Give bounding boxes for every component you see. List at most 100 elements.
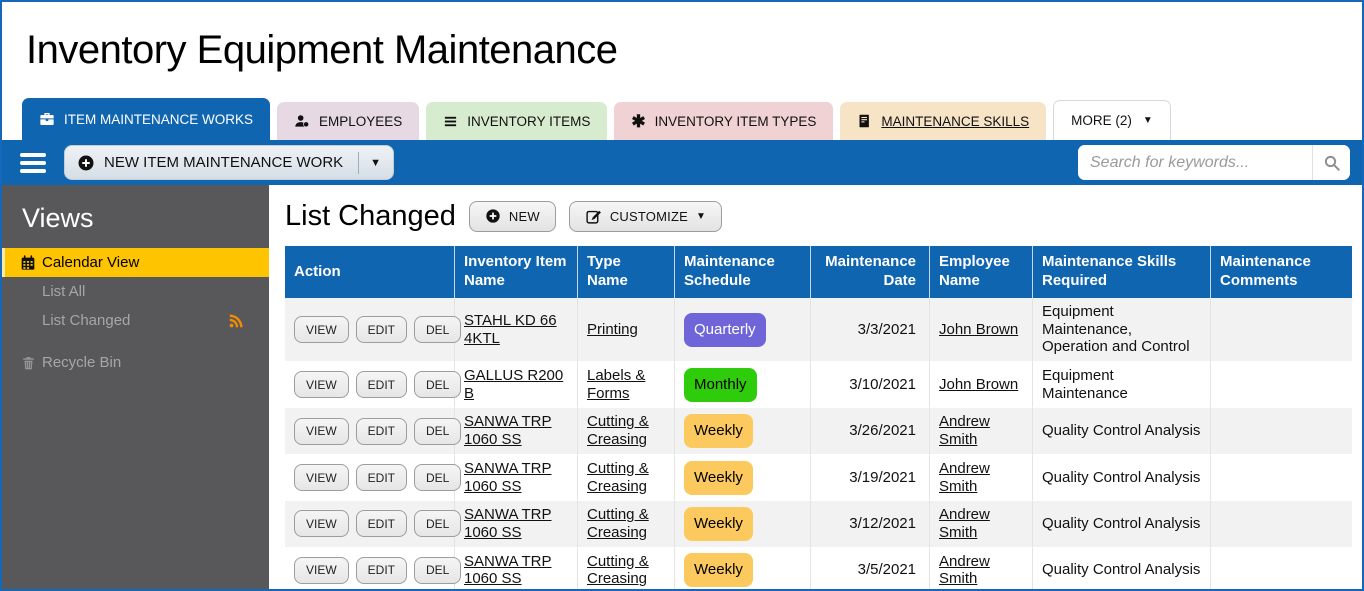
maintenance-date-cell: 3/12/2021	[811, 501, 930, 548]
column-header-maintenance-skills-required[interactable]: Maintenance Skills Required	[1033, 246, 1211, 298]
new-work-label: NEW ITEM MAINTENANCE WORK	[104, 154, 344, 171]
del-button[interactable]: DEL	[414, 371, 462, 399]
column-header-maintenance-date[interactable]: Maintenance Date	[811, 246, 930, 298]
table-row: VIEW EDIT DEL GALLUS R200 B Labels & For…	[285, 362, 1352, 409]
maintenance-date-cell: 3/10/2021	[811, 362, 930, 409]
edit-button[interactable]: EDIT	[355, 556, 408, 584]
inventory-item-link[interactable]: SANWA TRP 1060 SS	[464, 506, 552, 541]
inventory-item-link[interactable]: GALLUS R200 B	[464, 367, 564, 402]
employee-link[interactable]: Andrew Smith	[939, 552, 990, 588]
tab-employees[interactable]: EMPLOYEES	[277, 102, 420, 140]
schedule-badge: Weekly	[684, 553, 753, 588]
type-name-link[interactable]: Labels & Forms	[587, 367, 646, 402]
new-button[interactable]: NEW	[468, 200, 556, 232]
tab-label: INVENTORY ITEM TYPES	[654, 113, 817, 129]
tab-more[interactable]: MORE (2) ▼	[1053, 100, 1171, 140]
tab-maintenance-skills[interactable]: MAINTENANCE SKILLS	[840, 102, 1047, 140]
edit-button[interactable]: EDIT	[355, 510, 408, 538]
inventory-item-link[interactable]: STAHL KD 66 4KTL	[464, 311, 557, 347]
page-header: Inventory Equipment Maintenance	[2, 2, 1362, 98]
tab-item-maintenance-works[interactable]: ITEM MAINTENANCE WORKS	[22, 98, 271, 140]
button-divider	[358, 151, 360, 174]
employee-link[interactable]: John Brown	[939, 375, 1019, 393]
skills-cell: Quality Control Analysis	[1033, 501, 1211, 548]
employees-icon	[294, 113, 310, 129]
employee-link[interactable]: John Brown	[939, 320, 1019, 338]
list-icon	[443, 114, 458, 129]
rss-icon[interactable]	[228, 312, 245, 329]
tab-label: ITEM MAINTENANCE WORKS	[64, 111, 254, 127]
tab-label: INVENTORY ITEMS	[467, 113, 591, 129]
view-button[interactable]: VIEW	[294, 371, 349, 399]
del-button[interactable]: DEL	[414, 556, 462, 584]
table-row: VIEW EDIT DEL SANWA TRP 1060 SS Cutting …	[285, 501, 1352, 548]
edit-button[interactable]: EDIT	[355, 316, 408, 344]
action-cell: VIEW EDIT DEL	[285, 408, 462, 455]
column-header-maintenance-schedule[interactable]: Maintenance Schedule	[675, 246, 811, 298]
schedule-badge: Weekly	[684, 460, 753, 495]
inventory-item-link[interactable]: SANWA TRP 1060 SS	[464, 413, 552, 449]
column-header-maintenance-comments[interactable]: Maintenance Comments	[1220, 253, 1311, 289]
inventory-item-link[interactable]: SANWA TRP 1060 SS	[464, 459, 552, 495]
edit-button[interactable]: EDIT	[355, 417, 408, 445]
schedule-badge: Weekly	[684, 506, 753, 541]
view-button[interactable]: VIEW	[294, 464, 349, 491]
chevron-down-icon: ▼	[695, 210, 707, 222]
del-button[interactable]: DEL	[414, 417, 462, 445]
schedule-badge: Quarterly	[684, 312, 766, 347]
asterisk-icon: ✱	[631, 111, 646, 131]
column-header-employee-name[interactable]: Employee Name	[930, 246, 1033, 298]
type-name-link[interactable]: Cutting & Creasing	[587, 506, 649, 541]
plus-circle-icon	[77, 154, 95, 172]
employee-link[interactable]: Andrew Smith	[939, 459, 990, 495]
page-title: Inventory Equipment Maintenance	[26, 27, 618, 72]
view-button[interactable]: VIEW	[294, 417, 349, 445]
column-header-type-name[interactable]: Type Name	[578, 246, 675, 298]
view-button[interactable]: VIEW	[294, 316, 349, 344]
tab-label: MORE (2)	[1071, 113, 1132, 128]
skills-cell: Equipment Maintenance	[1033, 362, 1211, 409]
plus-circle-icon	[485, 208, 501, 224]
new-item-maintenance-work-button[interactable]: NEW ITEM MAINTENANCE WORK ▼	[64, 145, 395, 180]
action-toolbar: NEW ITEM MAINTENANCE WORK ▼	[2, 140, 1362, 185]
employee-link[interactable]: Andrew Smith	[939, 413, 990, 449]
comments-cell	[1211, 298, 1352, 363]
inventory-item-link[interactable]: SANWA TRP 1060 SS	[464, 552, 552, 588]
type-name-link[interactable]: Cutting & Creasing	[587, 552, 649, 588]
employee-link[interactable]: Andrew Smith	[939, 506, 990, 541]
view-button[interactable]: VIEW	[294, 556, 349, 584]
type-name-link[interactable]: Cutting & Creasing	[587, 413, 649, 449]
type-name-link[interactable]: Printing	[587, 320, 638, 338]
column-header-action[interactable]: Action	[285, 246, 455, 298]
tab-inventory-item-types[interactable]: ✱ INVENTORY ITEM TYPES	[614, 102, 834, 140]
del-button[interactable]: DEL	[414, 316, 462, 344]
customize-button[interactable]: CUSTOMIZE ▼	[568, 200, 723, 232]
type-name-link[interactable]: Cutting & Creasing	[587, 459, 649, 495]
comments-cell	[1211, 408, 1352, 455]
sidebar-item-list-changed[interactable]: List Changed	[2, 306, 269, 335]
search-button[interactable]	[1312, 145, 1350, 180]
edit-button[interactable]: EDIT	[355, 464, 408, 491]
skills-cell: Quality Control Analysis	[1033, 408, 1211, 455]
del-button[interactable]: DEL	[414, 510, 462, 538]
table-row: VIEW EDIT DEL SANWA TRP 1060 SS Cutting …	[285, 547, 1352, 589]
sidebar-item-label: Recycle Bin	[42, 354, 122, 371]
comments-cell	[1211, 501, 1352, 548]
sidebar-item-calendar-view[interactable]: Calendar View	[2, 248, 269, 277]
table-header-row: Action Inventory Item Name Type Name Mai…	[285, 246, 1352, 298]
table-row: VIEW EDIT DEL SANWA TRP 1060 SS Cutting …	[285, 408, 1352, 455]
del-button[interactable]: DEL	[414, 464, 462, 491]
sidebar-item-recycle-bin[interactable]: Recycle Bin	[2, 348, 269, 377]
search-input[interactable]	[1078, 145, 1312, 180]
column-header-inventory-item-name[interactable]: Inventory Item Name	[455, 246, 578, 298]
tab-inventory-items[interactable]: INVENTORY ITEMS	[426, 102, 608, 140]
edit-button[interactable]: EDIT	[355, 371, 408, 399]
chevron-down-icon[interactable]: ▼	[370, 156, 382, 169]
hamburger-menu-icon[interactable]	[20, 152, 46, 173]
view-button[interactable]: VIEW	[294, 510, 349, 538]
schedule-badge: Monthly	[684, 367, 757, 402]
action-cell: VIEW EDIT DEL	[285, 547, 462, 589]
maintenance-table: Action Inventory Item Name Type Name Mai…	[285, 246, 1352, 589]
table-row: VIEW EDIT DEL SANWA TRP 1060 SS Cutting …	[285, 454, 1352, 502]
sidebar-item-list-all[interactable]: List All	[2, 277, 269, 306]
